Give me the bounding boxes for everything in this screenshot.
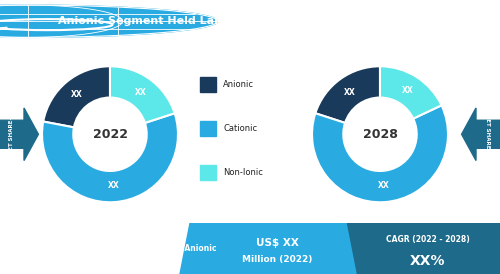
Text: Anionic: Anionic [224,81,254,89]
Text: MARKET SHARE- 2028: MARKET SHARE- 2028 [486,100,490,168]
Wedge shape [110,66,174,123]
Text: XX: XX [71,90,83,99]
Circle shape [0,5,218,37]
Polygon shape [0,108,38,161]
Text: Incremental Growth-Anionic: Incremental Growth-Anionic [95,244,216,253]
Text: CAGR (2022 - 2028): CAGR (2022 - 2028) [386,235,469,244]
Text: XX%: XX% [410,254,446,268]
Text: US$ XX: US$ XX [256,238,299,248]
Text: XX: XX [378,181,389,190]
Text: XX: XX [108,181,119,190]
Text: 2022: 2022 [92,128,128,141]
Text: 2028: 2028 [362,128,398,141]
Bar [20,261,29,270]
Bar [200,165,216,180]
Text: XX: XX [402,86,413,95]
Polygon shape [348,223,370,274]
Wedge shape [380,66,442,119]
Text: Cationic: Cationic [224,124,258,133]
Wedge shape [316,66,380,123]
Bar [360,223,500,274]
Text: MARKET SHARE- 2022: MARKET SHARE- 2022 [10,101,14,168]
Text: Anionic Segment Held Largest Share Of the  Polyacrylamide Market: Anionic Segment Held Largest Share Of th… [58,16,480,26]
Bar [58,236,66,270]
Bar [200,77,216,93]
Wedge shape [42,113,178,202]
Bar [200,121,216,136]
Wedge shape [312,105,448,202]
Text: XX: XX [344,88,355,97]
Text: Million (2022): Million (2022) [242,255,312,264]
Text: XX: XX [134,88,146,97]
Bar [32,253,42,270]
Bar [45,245,54,270]
Polygon shape [462,108,500,161]
Text: Non-Ionic: Non-Ionic [224,168,264,177]
Bar [190,223,360,274]
Polygon shape [180,223,203,274]
Wedge shape [43,66,110,127]
